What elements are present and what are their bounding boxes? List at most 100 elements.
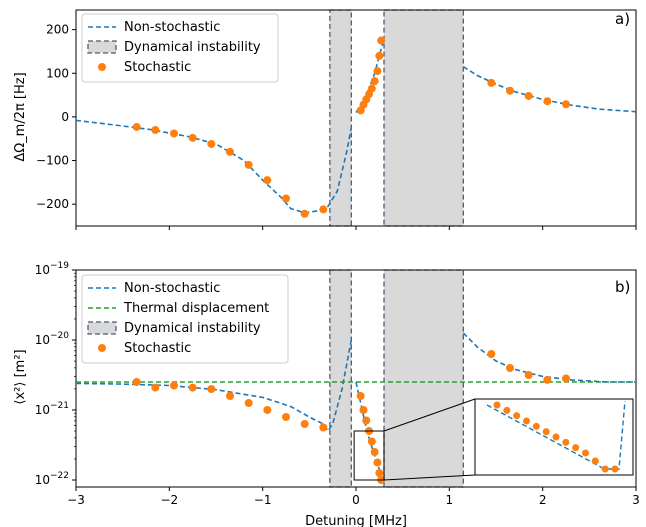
instability-region bbox=[329, 9, 352, 227]
stochastic-point bbox=[524, 91, 533, 100]
legend-label: Non-stochastic bbox=[124, 281, 220, 296]
inset-stochastic-point bbox=[562, 438, 570, 446]
inset-stochastic-point bbox=[552, 433, 560, 441]
panel-label-a: a) bbox=[615, 10, 630, 28]
stochastic-point bbox=[170, 129, 178, 138]
legend-a: Non-stochastic Dynamical instability Stoch… bbox=[81, 13, 279, 83]
y-axis-label-a: ΔΩ_m/2π [Hz] bbox=[13, 72, 28, 161]
x-tick-label: −1 bbox=[254, 493, 272, 507]
stochastic-point bbox=[359, 406, 368, 414]
legend-label: Non-stochastic bbox=[124, 20, 220, 35]
stochastic-point bbox=[487, 78, 496, 87]
stochastic-point bbox=[188, 133, 197, 142]
legend-box bbox=[81, 274, 289, 364]
instability-regions-b bbox=[329, 269, 464, 488]
inset-stochastic-point bbox=[611, 465, 619, 473]
inset-b bbox=[353, 398, 634, 481]
y-tick-label: 10−20 bbox=[35, 331, 70, 347]
stochastic-point bbox=[543, 97, 552, 106]
stochastic-point bbox=[373, 67, 382, 76]
stochastic-point bbox=[282, 413, 290, 421]
inset-connector bbox=[383, 474, 476, 481]
x-tick-label: 3 bbox=[632, 493, 640, 507]
stochastic-point bbox=[506, 86, 514, 95]
legend-label: Stochastic bbox=[124, 341, 191, 356]
inset-stochastic-point bbox=[582, 449, 589, 457]
x-tick-label: 1 bbox=[446, 493, 454, 507]
legend-marker bbox=[87, 321, 117, 335]
stochastic-point bbox=[170, 381, 178, 390]
non-stochastic-line bbox=[462, 66, 637, 113]
stochastic-point bbox=[370, 77, 379, 86]
y-tick-label: 200 bbox=[46, 23, 69, 37]
non-stochastic-line bbox=[355, 38, 385, 113]
stochastic-point bbox=[207, 385, 216, 393]
stochastic-point bbox=[282, 194, 290, 203]
stochastic-point bbox=[300, 420, 309, 428]
points-b bbox=[132, 350, 570, 484]
stochastic-point bbox=[151, 383, 160, 392]
y-tick-label: 10−19 bbox=[35, 261, 70, 277]
instability-region bbox=[383, 9, 464, 227]
stochastic-point bbox=[300, 209, 309, 218]
stochastic-point bbox=[370, 448, 379, 456]
inset-stochastic-point bbox=[493, 401, 501, 409]
stochastic-point bbox=[356, 392, 365, 400]
y-tick-label: 10−22 bbox=[35, 471, 69, 487]
inset-stochastic-point bbox=[601, 465, 609, 473]
stochastic-point bbox=[367, 437, 376, 446]
panel-label-b: b) bbox=[615, 278, 630, 296]
non-stochastic-line bbox=[75, 119, 353, 214]
x-tick-label: −2 bbox=[160, 493, 178, 507]
inset-non-stochastic-line bbox=[486, 400, 626, 470]
stochastic-point bbox=[244, 399, 253, 407]
stochastic-point bbox=[151, 126, 160, 134]
legend-label: Dynamical instability bbox=[124, 40, 261, 55]
legend-marker bbox=[98, 63, 106, 71]
y-tick-label: −200 bbox=[36, 197, 69, 211]
stochastic-point bbox=[244, 160, 253, 169]
x-tick-label: 2 bbox=[539, 493, 547, 507]
stochastic-point bbox=[362, 416, 371, 425]
legend-label: Dynamical instability bbox=[124, 321, 261, 336]
y-tick-label: 100 bbox=[46, 66, 69, 80]
stochastic-point bbox=[375, 469, 384, 477]
stochastic-point bbox=[375, 51, 384, 60]
non-stochastic-line bbox=[75, 339, 353, 433]
axes-a: −200 −100 0 100 200 bbox=[36, 9, 637, 230]
stochastic-point bbox=[562, 374, 570, 383]
y-tick-label: −100 bbox=[36, 154, 69, 168]
y-axis-label-b: ⟨x²⟩ [m²] bbox=[13, 349, 28, 404]
stochastic-point bbox=[132, 122, 141, 131]
stochastic-point bbox=[319, 205, 328, 214]
legend-marker bbox=[87, 40, 117, 54]
stochastic-point bbox=[562, 100, 570, 109]
inset-source-box bbox=[353, 430, 385, 481]
inset-stochastic-point bbox=[503, 406, 511, 414]
stochastic-point bbox=[373, 458, 382, 467]
axes-b: 10−22 10−21 10−20 10−19 −3 −2 −1 0 1 2 3 bbox=[35, 261, 640, 507]
instability-region bbox=[329, 269, 352, 488]
stochastic-point bbox=[263, 406, 272, 414]
inset-stochastic-point bbox=[513, 412, 521, 420]
non-stochastic-line bbox=[462, 332, 636, 383]
stochastic-point bbox=[319, 423, 328, 432]
stochastic-point bbox=[487, 350, 496, 358]
legend-label: Thermal displacement bbox=[123, 301, 269, 316]
x-tick-label: 0 bbox=[352, 493, 360, 507]
y-tick-label: 10−21 bbox=[35, 401, 69, 417]
x-tick-label: −3 bbox=[67, 493, 85, 507]
inset-stochastic-point bbox=[523, 417, 530, 425]
inset-stochastic-point bbox=[572, 444, 580, 452]
points-a bbox=[132, 36, 570, 218]
stochastic-point bbox=[367, 84, 376, 93]
stochastic-point bbox=[188, 383, 197, 392]
x-axis-label: Detuning [MHz] bbox=[305, 514, 407, 527]
stochastic-point bbox=[377, 36, 386, 45]
stochastic-point bbox=[207, 139, 216, 148]
panel-b: 10−22 10−21 10−20 10−19 −3 −2 −1 0 1 2 3 b) ⟨x²⟩ [… bbox=[13, 261, 640, 527]
inset-connector bbox=[383, 398, 476, 432]
stochastic-point bbox=[132, 378, 141, 386]
instability-region bbox=[383, 269, 464, 488]
